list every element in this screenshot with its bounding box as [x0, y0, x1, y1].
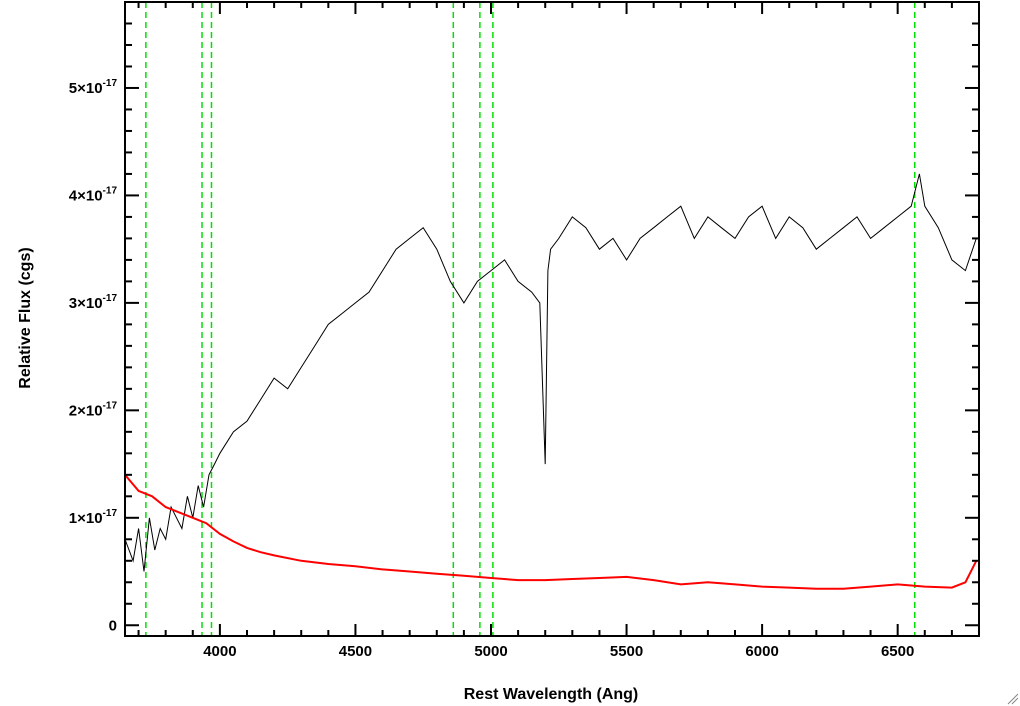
series-line [124, 474, 978, 590]
series-group [124, 173, 978, 590]
x-tick-label: 6500 [881, 643, 914, 660]
y-tick-label: 5×10-17 [69, 78, 118, 97]
resize-grip-icon[interactable] [1007, 693, 1019, 705]
y-tick-label: 4×10-17 [69, 185, 118, 204]
y-axis-ticks: 0 1×10-17 2×10-17 3×10-17 4×10-17 5×10-17 [69, 1, 979, 634]
x-axis-title: Rest Wavelength (Ang) [464, 686, 639, 703]
x-tick-label: 4500 [339, 643, 372, 660]
y-tick-label: 3×10-17 [69, 293, 118, 312]
x-tick-label: 5500 [610, 643, 643, 660]
x-tick-label: 6000 [745, 643, 778, 660]
series-line [124, 173, 977, 572]
vertical-line-group [145, 2, 916, 636]
y-tick-label: 1×10-17 [69, 508, 118, 527]
x-tick-label: 5000 [474, 643, 507, 660]
y-tick-label: 0 [109, 617, 117, 634]
plot-frame [124, 1, 980, 637]
y-axis-title: Relative Flux (cgs) [17, 247, 34, 388]
y-tick-label: 2×10-17 [69, 400, 118, 419]
x-axis-ticks: 4000 4500 5000 5500 6000 6500 [137, 2, 980, 660]
x-tick-label: 4000 [203, 643, 236, 660]
